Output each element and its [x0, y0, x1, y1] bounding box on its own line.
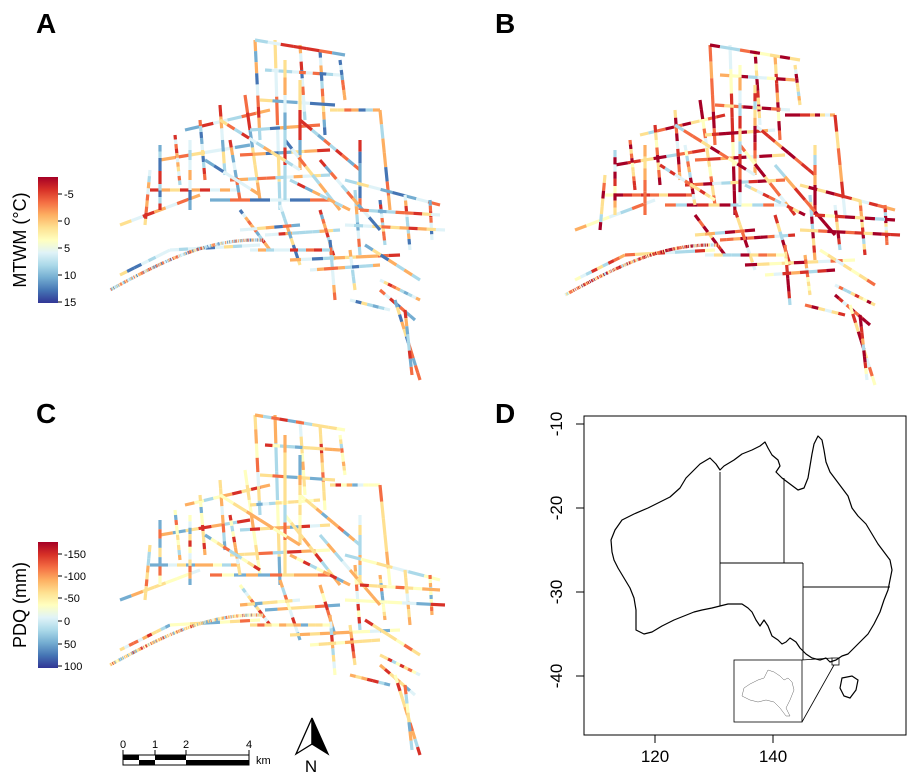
legend-mtwm-colorbar — [38, 177, 58, 303]
scale-bar: 0 1 2 4 km — [120, 739, 271, 767]
legend-pdq: -150 -100 -50 0 50 100 PDQ (mm) — [10, 542, 86, 673]
street-map-mtwm-current — [109, 38, 446, 381]
legend-mtwm-title: MTWM (°C) — [10, 192, 30, 287]
map-x-tick-1: 140 — [759, 747, 787, 766]
scale-tick-0: 0 — [120, 739, 126, 751]
legend-pdq-tick-1: -100 — [64, 571, 86, 583]
map-y-tick-2: -30 — [547, 580, 566, 605]
legend-mtwm-tick-0: -5 — [64, 189, 74, 201]
panel-letter-c: C — [36, 398, 57, 429]
legend-pdq-tick-4: 50 — [64, 639, 76, 651]
legend-pdq-colorbar — [38, 542, 58, 668]
legend-mtwm-tick-2: 5 — [64, 243, 70, 255]
map-y-tick-1: -20 — [547, 496, 566, 521]
legend-mtwm-tick-3: 10 — [64, 270, 76, 282]
legend-mtwm: -5 0 5 10 15 MTWM (°C) — [10, 177, 76, 309]
street-map-pdq — [109, 413, 446, 756]
scale-tick-4: 4 — [246, 739, 252, 751]
panel-letter-b: B — [495, 8, 516, 39]
scale-tick-2: 2 — [183, 739, 189, 751]
australia-outline — [610, 435, 893, 663]
legend-pdq-tick-2: -50 — [64, 593, 80, 605]
tasmania-outline — [839, 675, 859, 699]
legend-pdq-tick-3: 0 — [64, 616, 70, 628]
map-y-tick-3: -40 — [547, 664, 566, 689]
legend-pdq-tick-5: 100 — [64, 661, 82, 673]
legend-mtwm-tick-1: 0 — [64, 216, 70, 228]
scale-tick-1: 1 — [152, 739, 158, 751]
legend-pdq-title: PDQ (mm) — [10, 562, 30, 648]
north-arrow-label: N — [305, 757, 317, 776]
panel-letter-d: D — [495, 398, 516, 429]
street-map-mtwm-future — [564, 43, 901, 386]
legend-pdq-tick-0: -150 — [64, 549, 86, 561]
panel-letter-a: A — [36, 8, 57, 39]
map-x-tick-0: 120 — [641, 747, 669, 766]
map-y-tick-0: -10 — [547, 412, 566, 437]
legend-mtwm-tick-4: 15 — [64, 297, 76, 309]
state-borders — [719, 472, 890, 660]
australia-inset-map: -10 -20 -30 -40 120 140 — [547, 412, 907, 766]
melbourne-inset — [733, 657, 840, 723]
north-arrow-icon: N — [294, 717, 330, 776]
scale-unit: km — [256, 755, 271, 767]
